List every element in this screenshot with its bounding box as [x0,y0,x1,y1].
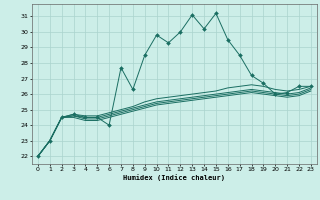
X-axis label: Humidex (Indice chaleur): Humidex (Indice chaleur) [124,174,225,181]
